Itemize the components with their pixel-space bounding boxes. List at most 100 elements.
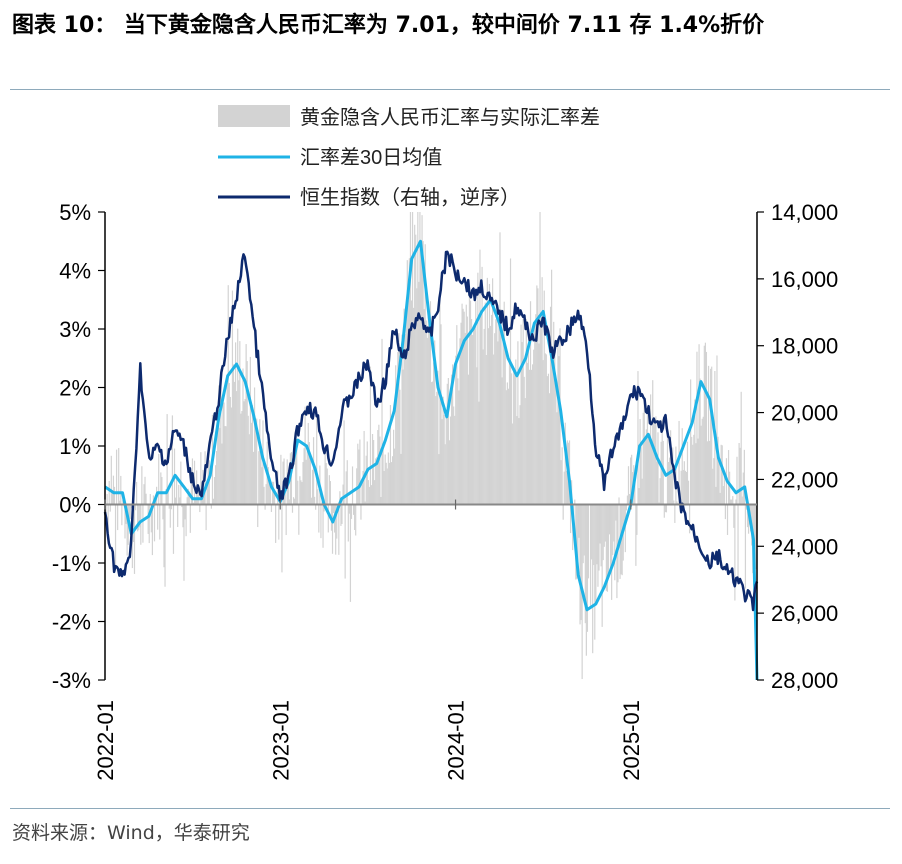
spread-bar: [654, 422, 656, 505]
spread-bar: [181, 504, 183, 508]
spread-bar: [637, 371, 639, 505]
spread-bar: [460, 322, 462, 505]
spread-bar: [198, 485, 200, 505]
spread-bar: [509, 258, 512, 505]
spread-bar: [611, 504, 613, 600]
spread-bar: [486, 277, 488, 505]
spread-bar: [188, 491, 190, 505]
spread-bar: [536, 285, 538, 505]
spread-bar: [584, 504, 586, 624]
spread-bar: [247, 415, 249, 505]
spread-bar: [525, 318, 527, 505]
spread-bar: [718, 459, 720, 505]
spread-bar: [390, 462, 393, 505]
spread-bar: [578, 504, 580, 538]
spread-bar: [297, 480, 299, 505]
spread-bar: [370, 485, 373, 505]
spread-bar: [183, 504, 185, 581]
spread-bar: [139, 504, 141, 528]
spread-bar: [648, 440, 651, 505]
spread-bar: [410, 300, 413, 505]
spread-bar: [224, 426, 226, 505]
spread-bar: [734, 504, 736, 601]
spread-bar: [240, 413, 242, 505]
spread-bar: [665, 504, 668, 513]
spread-bar: [331, 504, 334, 554]
left-tick-label: -1%: [52, 551, 91, 576]
spread-bar: [342, 484, 344, 505]
spread-bar: [148, 504, 150, 544]
spread-bar: [118, 448, 120, 505]
spread-bar: [717, 436, 719, 505]
spread-bar: [409, 212, 412, 505]
spread-bar: [528, 369, 531, 505]
spread-bar: [596, 504, 598, 565]
spread-bar: [413, 307, 415, 505]
spread-bar: [226, 382, 228, 505]
spread-bar: [270, 504, 273, 512]
spread-bar: [597, 504, 599, 587]
spread-bar: [447, 378, 449, 505]
spread-bar: [243, 401, 245, 505]
spread-bar: [154, 502, 157, 505]
spread-bar: [441, 419, 443, 505]
spread-bar: [564, 422, 566, 505]
spread-bar: [650, 394, 652, 505]
spread-bar: [501, 377, 503, 505]
spread-bar: [223, 402, 225, 505]
spread-bar: [137, 504, 139, 532]
spread-bar: [647, 438, 650, 505]
spread-bar: [693, 434, 695, 505]
spread-bar: [753, 504, 755, 538]
spread-bar: [613, 504, 615, 542]
spread-bar: [415, 234, 417, 505]
spread-bar: [552, 346, 554, 505]
spread-bar: [630, 457, 632, 505]
spread-bar: [476, 367, 478, 505]
spread-bar: [160, 472, 162, 505]
spread-bar: [706, 441, 709, 505]
spread-bar: [538, 343, 540, 505]
spread-bar: [335, 504, 337, 555]
spread-bar: [304, 406, 306, 505]
spread-bar: [556, 412, 558, 505]
lines-layer: [103, 239, 759, 681]
spread-bar: [545, 354, 547, 505]
spread-bar: [642, 412, 644, 505]
spread-bar: [715, 486, 717, 505]
spread-bar: [411, 212, 414, 505]
spread-bar: [618, 497, 620, 505]
spread-bar: [661, 419, 663, 505]
spread-bar: [664, 504, 666, 513]
spread-bar: [108, 480, 110, 505]
spread-bar: [522, 318, 524, 505]
spread-bar: [221, 443, 223, 505]
spread-bar: [604, 504, 606, 542]
spread-bar: [700, 425, 702, 505]
spread-bar: [203, 491, 205, 505]
spread-bar: [369, 366, 372, 505]
spread-bar: [314, 496, 316, 505]
spread-bar: [302, 462, 304, 505]
spread-bar: [281, 504, 283, 573]
spread-bar: [704, 342, 706, 505]
spread-bar: [230, 407, 232, 505]
spread-bar: [599, 504, 601, 544]
spread-bar: [219, 427, 221, 505]
spread-bar: [417, 212, 419, 505]
spread-bar: [312, 437, 315, 505]
spread-bar: [423, 309, 425, 505]
spread-bar: [576, 504, 578, 579]
spread-bar: [194, 498, 197, 505]
spread-bar: [524, 398, 526, 505]
spread-bar: [317, 489, 319, 505]
spread-bar: [138, 504, 140, 530]
spread-bar: [537, 288, 539, 505]
spread-bar: [318, 504, 320, 533]
spread-bar: [691, 436, 693, 505]
spread-bar: [705, 351, 708, 505]
spread-bar: [732, 496, 734, 505]
spread-bar: [470, 318, 473, 505]
spread-bar: [239, 341, 241, 505]
spread-bar: [351, 466, 354, 505]
